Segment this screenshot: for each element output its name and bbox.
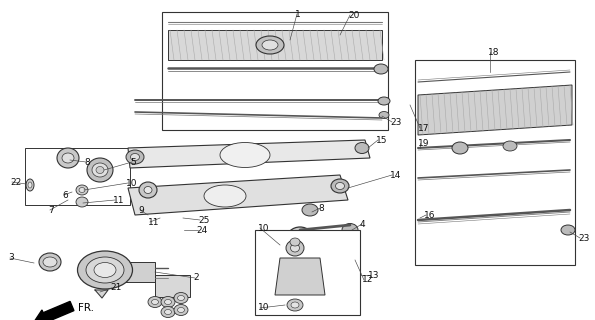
- Ellipse shape: [379, 111, 389, 118]
- Text: 23: 23: [390, 117, 402, 126]
- Ellipse shape: [287, 299, 303, 311]
- Ellipse shape: [94, 262, 116, 277]
- Ellipse shape: [77, 251, 133, 289]
- Polygon shape: [128, 175, 348, 215]
- Text: 10: 10: [258, 303, 270, 313]
- Text: 23: 23: [578, 234, 590, 243]
- Ellipse shape: [177, 308, 184, 313]
- Ellipse shape: [290, 238, 300, 246]
- Polygon shape: [275, 258, 325, 295]
- Ellipse shape: [62, 153, 74, 163]
- Ellipse shape: [148, 297, 162, 308]
- Ellipse shape: [331, 179, 349, 193]
- Text: 19: 19: [418, 139, 430, 148]
- Ellipse shape: [290, 244, 299, 252]
- Text: FR.: FR.: [78, 303, 94, 313]
- Text: 2: 2: [193, 274, 199, 283]
- Ellipse shape: [76, 197, 88, 207]
- Polygon shape: [168, 30, 382, 60]
- Text: 14: 14: [390, 171, 402, 180]
- Ellipse shape: [39, 253, 61, 271]
- Text: 1: 1: [295, 10, 300, 19]
- Ellipse shape: [164, 309, 171, 315]
- Ellipse shape: [144, 187, 152, 194]
- Ellipse shape: [256, 36, 284, 54]
- Text: 12: 12: [362, 276, 374, 284]
- Ellipse shape: [174, 305, 188, 316]
- Text: 16: 16: [424, 211, 436, 220]
- Text: 22: 22: [10, 178, 21, 187]
- Bar: [155, 275, 190, 297]
- Ellipse shape: [561, 225, 575, 235]
- Ellipse shape: [286, 227, 314, 253]
- Text: 11: 11: [113, 196, 124, 204]
- Ellipse shape: [79, 188, 85, 193]
- Ellipse shape: [204, 185, 246, 207]
- Text: 7: 7: [48, 205, 54, 214]
- Ellipse shape: [96, 166, 104, 173]
- Text: 10: 10: [258, 223, 270, 233]
- Ellipse shape: [342, 223, 358, 236]
- FancyArrow shape: [34, 301, 74, 320]
- Text: 10: 10: [126, 179, 137, 188]
- Polygon shape: [128, 140, 370, 168]
- Ellipse shape: [302, 204, 318, 216]
- Text: 17: 17: [418, 124, 430, 132]
- Ellipse shape: [291, 302, 299, 308]
- Text: 20: 20: [348, 11, 359, 20]
- Ellipse shape: [43, 257, 57, 267]
- Text: 11: 11: [148, 218, 159, 227]
- Ellipse shape: [355, 142, 369, 154]
- Text: 9: 9: [138, 205, 144, 214]
- Ellipse shape: [177, 295, 184, 300]
- Text: 18: 18: [488, 47, 499, 57]
- Ellipse shape: [452, 142, 468, 154]
- Ellipse shape: [57, 148, 79, 168]
- Ellipse shape: [378, 97, 390, 105]
- Ellipse shape: [291, 232, 309, 248]
- Text: 25: 25: [198, 215, 209, 225]
- Ellipse shape: [139, 182, 157, 198]
- Ellipse shape: [92, 163, 108, 177]
- Ellipse shape: [76, 185, 88, 195]
- Polygon shape: [95, 290, 108, 298]
- Text: 8: 8: [84, 157, 90, 166]
- Ellipse shape: [87, 158, 113, 182]
- Ellipse shape: [296, 236, 304, 244]
- Text: 8: 8: [318, 204, 324, 212]
- Bar: [125, 262, 155, 282]
- Polygon shape: [255, 230, 360, 315]
- Text: 5: 5: [130, 157, 136, 166]
- Ellipse shape: [164, 300, 171, 305]
- Ellipse shape: [126, 150, 144, 164]
- Text: 24: 24: [196, 226, 207, 235]
- Text: 6: 6: [62, 190, 68, 199]
- Text: 3: 3: [8, 253, 14, 262]
- Ellipse shape: [130, 154, 139, 161]
- Text: 21: 21: [110, 284, 121, 292]
- Ellipse shape: [220, 142, 270, 167]
- Ellipse shape: [161, 307, 175, 317]
- Text: 13: 13: [368, 270, 380, 279]
- Ellipse shape: [286, 240, 304, 256]
- Ellipse shape: [374, 64, 388, 74]
- Text: 15: 15: [376, 135, 387, 145]
- Ellipse shape: [152, 300, 158, 305]
- Ellipse shape: [262, 40, 278, 50]
- Ellipse shape: [174, 292, 188, 303]
- Ellipse shape: [503, 141, 517, 151]
- Polygon shape: [418, 85, 572, 135]
- Ellipse shape: [28, 182, 32, 188]
- Ellipse shape: [86, 257, 124, 283]
- Ellipse shape: [336, 182, 345, 189]
- Text: 4: 4: [360, 220, 365, 228]
- Ellipse shape: [161, 297, 175, 308]
- Ellipse shape: [26, 179, 34, 191]
